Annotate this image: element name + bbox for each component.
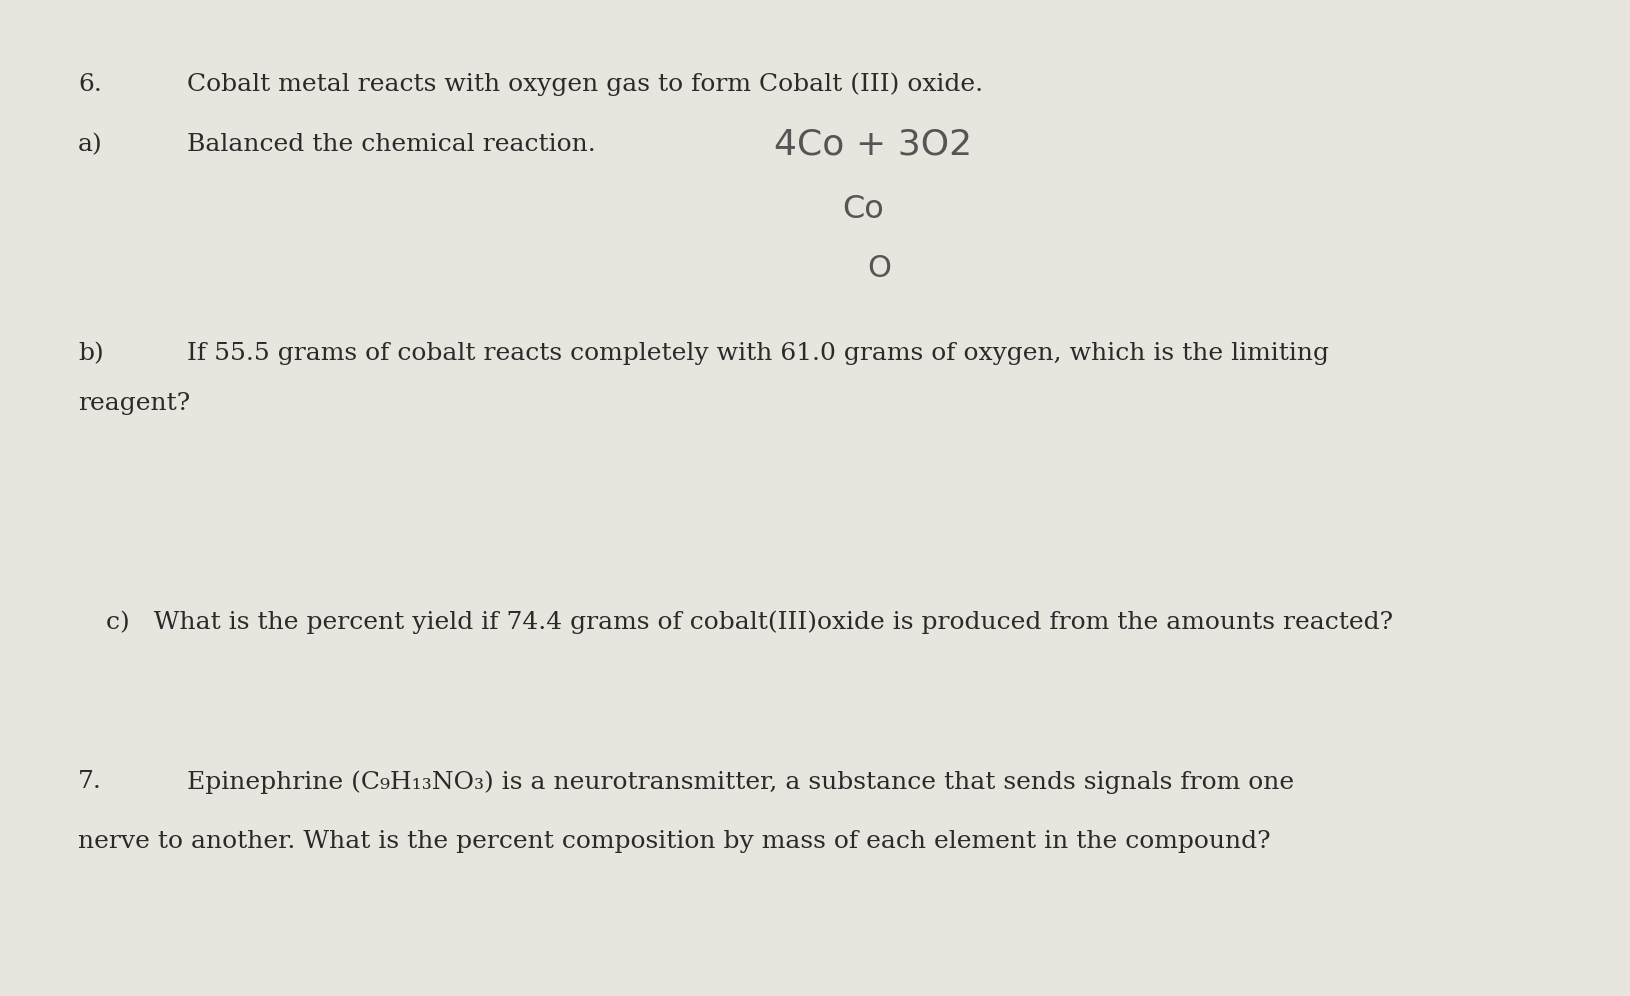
Text: Balanced the chemical reaction.: Balanced the chemical reaction. — [187, 132, 597, 156]
Text: Co: Co — [843, 193, 885, 225]
Text: 4Co + 3O2: 4Co + 3O2 — [774, 127, 973, 161]
Text: 6.: 6. — [78, 73, 103, 97]
Text: reagent?: reagent? — [78, 391, 191, 415]
Text: 7.: 7. — [78, 770, 103, 794]
Text: b): b) — [78, 342, 104, 366]
Text: Epinephrine (C₉H₁₃NO₃) is a neurotransmitter, a substance that sends signals fro: Epinephrine (C₉H₁₃NO₃) is a neurotransmi… — [187, 770, 1294, 794]
Text: nerve to another. What is the percent composition by mass of each element in the: nerve to another. What is the percent co… — [78, 830, 1271, 854]
Text: a): a) — [78, 132, 103, 156]
Text: c)   What is the percent yield if 74.4 grams of cobalt(III)oxide is produced fro: c) What is the percent yield if 74.4 gra… — [106, 611, 1394, 634]
Text: If 55.5 grams of cobalt reacts completely with 61.0 grams of oxygen, which is th: If 55.5 grams of cobalt reacts completel… — [187, 342, 1330, 366]
Text: O: O — [867, 254, 892, 284]
Text: Cobalt metal reacts with oxygen gas to form Cobalt (III) oxide.: Cobalt metal reacts with oxygen gas to f… — [187, 73, 983, 97]
